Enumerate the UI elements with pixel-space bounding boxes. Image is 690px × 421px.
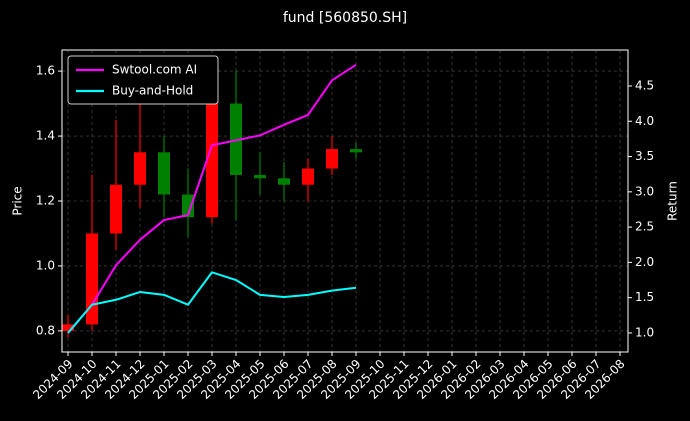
candle-body bbox=[206, 103, 218, 218]
candle-body bbox=[134, 152, 146, 185]
plot-frame bbox=[61, 49, 629, 353]
legend-label: Swtool.com AI bbox=[112, 63, 197, 77]
y2-tick-label: 4.0 bbox=[635, 114, 654, 128]
legend-label: Buy-and-Hold bbox=[112, 84, 193, 98]
y-tick-label: 1.4 bbox=[36, 129, 55, 143]
legend: Swtool.com AI Buy-and-Hold bbox=[67, 55, 219, 105]
y2-tick-label: 2.0 bbox=[635, 255, 654, 269]
y-axis-label: Price bbox=[11, 186, 25, 215]
candle-body bbox=[158, 152, 170, 195]
y2-tick-label: 4.5 bbox=[635, 78, 654, 92]
candle-body bbox=[302, 168, 314, 185]
y2-tick-label: 2.5 bbox=[635, 220, 654, 234]
candle-body bbox=[254, 175, 266, 179]
y-tick-label: 1.6 bbox=[36, 64, 55, 78]
line-series bbox=[67, 271, 357, 334]
line-series bbox=[67, 63, 357, 334]
y-tick-label: 1.0 bbox=[36, 258, 55, 272]
candle-body bbox=[326, 149, 338, 169]
chart-title: fund [560850.SH] bbox=[283, 10, 407, 26]
legend-box bbox=[67, 55, 219, 105]
candle-body bbox=[62, 324, 74, 331]
y-tick-label: 0.8 bbox=[36, 323, 55, 337]
y2-axis-label: Return bbox=[666, 181, 680, 221]
candle-body bbox=[182, 194, 194, 218]
y2-tick-label: 3.5 bbox=[635, 149, 654, 163]
y2-tick-label: 3.0 bbox=[635, 184, 654, 198]
candle-body bbox=[350, 149, 362, 153]
y-tick-label: 1.2 bbox=[36, 194, 55, 208]
y2-tick-label: 1.5 bbox=[635, 290, 654, 304]
candle-body bbox=[110, 184, 122, 234]
candle-body bbox=[278, 178, 290, 185]
y2-tick-label: 1.0 bbox=[635, 325, 654, 339]
